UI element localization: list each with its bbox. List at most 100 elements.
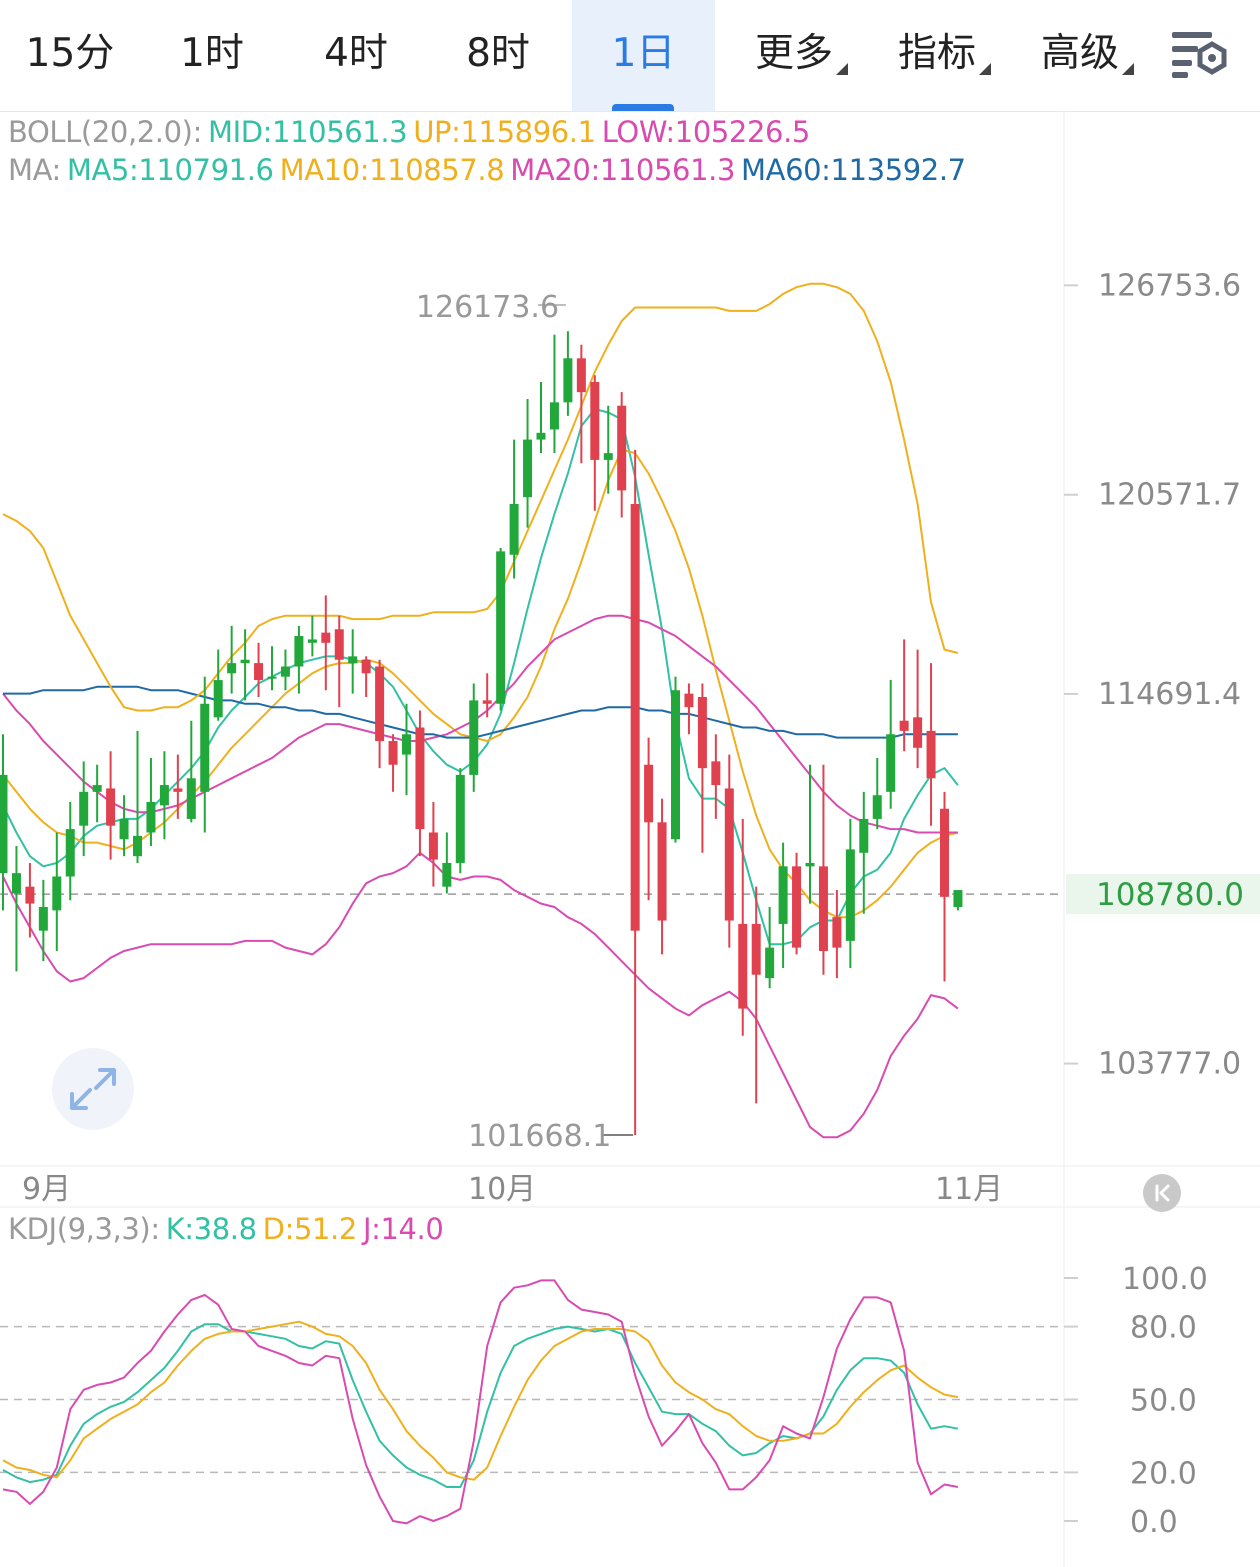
candle-body — [536, 432, 546, 440]
kdj-axis-label: 0.0 — [1130, 1505, 1178, 1540]
expand-chart-button[interactable] — [52, 1048, 134, 1130]
kdj-k-value: K:38.8 — [165, 1212, 257, 1246]
candle-body — [321, 632, 331, 643]
candle-body — [859, 818, 869, 853]
tab-label: 15分 — [25, 31, 115, 76]
candle-body — [684, 693, 694, 708]
candle-body — [657, 822, 667, 921]
candle-body — [940, 808, 949, 897]
price-axis-label: 126753.6 — [1098, 268, 1241, 303]
boll-mid-value: MID:110561.3 — [207, 115, 408, 149]
candle-body — [455, 774, 465, 863]
date-axis-label: 10月 — [468, 1172, 536, 1207]
candle-body — [671, 690, 680, 840]
candle-body — [11, 873, 21, 894]
kdj-axis-label: 80.0 — [1130, 1311, 1197, 1346]
tab-4h[interactable]: 4时 — [296, 0, 416, 111]
candle-body — [348, 656, 358, 664]
tab-advanced[interactable]: 高级 — [1028, 0, 1134, 111]
candle-body — [388, 741, 398, 765]
kdj-line-d — [2, 1320, 959, 1481]
candle-body — [173, 788, 183, 792]
ma20-value: MA20:110561.3 — [510, 153, 736, 187]
candle-body — [482, 700, 492, 704]
candle-body — [442, 862, 452, 887]
candle-body — [738, 923, 748, 1009]
candle-body — [832, 917, 842, 948]
candle-body — [133, 835, 142, 857]
tab-1d[interactable]: 1日 — [572, 0, 715, 111]
candle-body — [899, 720, 909, 731]
candle-body — [361, 659, 371, 674]
kdj-legend: KDJ(9,3,3): K:38.8 D:51.2 J:14.0 — [8, 1212, 449, 1246]
candle-body — [159, 785, 169, 806]
tab-label: 指标 — [897, 31, 976, 76]
candle-body — [549, 402, 559, 430]
candle-body — [563, 358, 573, 403]
series-line-ma20 — [2, 614, 958, 834]
candle-body — [307, 639, 317, 643]
max-price-label: 126173.6 — [416, 290, 559, 325]
kdj-legend-name: KDJ(9,3,3): — [8, 1212, 160, 1246]
kdj-j-value: J:14.0 — [362, 1212, 444, 1246]
candle-body — [523, 439, 533, 498]
kdj-axis-label: 100.0 — [1122, 1262, 1208, 1297]
candle-body — [751, 923, 761, 975]
candle-body — [590, 382, 600, 460]
tab-label: 8时 — [466, 31, 530, 76]
candle-body — [428, 832, 438, 860]
candle-body — [509, 503, 519, 555]
scroll-to-latest-icon — [1155, 1184, 1170, 1202]
tab-1h[interactable]: 1时 — [152, 0, 272, 111]
scroll-to-latest-button[interactable] — [1143, 1174, 1181, 1212]
candle-body — [697, 696, 707, 769]
series-line-boll-up — [2, 282, 959, 712]
price-axis-label: 114691.4 — [1098, 677, 1241, 712]
candle-body — [845, 849, 855, 941]
candle-body — [496, 551, 506, 704]
candle-body — [886, 734, 896, 792]
candle-body — [294, 636, 304, 667]
kdj-d-value: D:51.2 — [262, 1212, 358, 1246]
candle-body — [644, 764, 654, 823]
tab-label: 更多 — [754, 31, 833, 76]
candle-body — [254, 663, 264, 681]
tab-8h[interactable]: 8时 — [438, 0, 558, 111]
date-axis-label: 11月 — [935, 1172, 1003, 1207]
candle-body — [280, 666, 290, 677]
boll-up-value: UP:115896.1 — [413, 115, 596, 149]
kdj-line-k — [2, 1323, 959, 1488]
kline-settings-icon[interactable] — [1168, 28, 1232, 80]
candle-body — [227, 663, 237, 674]
candle-body — [953, 890, 963, 907]
candle-body — [92, 785, 102, 792]
candle-body — [872, 795, 882, 819]
current-price-badge — [1066, 874, 1260, 915]
kdj-axis-label: 20.0 — [1130, 1456, 1197, 1491]
boll-legend-name: BOLL(20,2.0): — [8, 115, 202, 149]
series-line-ma5 — [2, 408, 959, 946]
tab-label: 高级 — [1040, 31, 1119, 76]
kdj-axis-label: 50.0 — [1130, 1384, 1197, 1419]
date-axis-label: 9月 — [22, 1172, 71, 1207]
candle-body — [52, 876, 62, 911]
active-tab-indicator — [612, 104, 674, 111]
current-price-label: 108780.0 — [1096, 877, 1244, 913]
tab-15m[interactable]: 15分 — [10, 0, 130, 111]
candle-body — [186, 778, 196, 819]
tab-more[interactable]: 更多 — [742, 0, 848, 111]
candle-body — [119, 818, 129, 840]
candle-body — [805, 862, 815, 867]
candle-body — [415, 727, 425, 830]
tab-label: 1时 — [180, 31, 244, 76]
candle-body — [334, 629, 344, 660]
tab-label: 4时 — [324, 31, 388, 76]
candle-body — [926, 730, 936, 779]
series-line-ma10 — [2, 448, 959, 919]
timeframe-tabs: 15分 1时 4时 8时 1日 更多 指标 高级 — [0, 0, 1260, 112]
tab-indicators[interactable]: 指标 — [885, 0, 991, 111]
candle-body — [79, 791, 89, 826]
candle-body — [617, 405, 627, 491]
candle-body — [630, 503, 640, 931]
